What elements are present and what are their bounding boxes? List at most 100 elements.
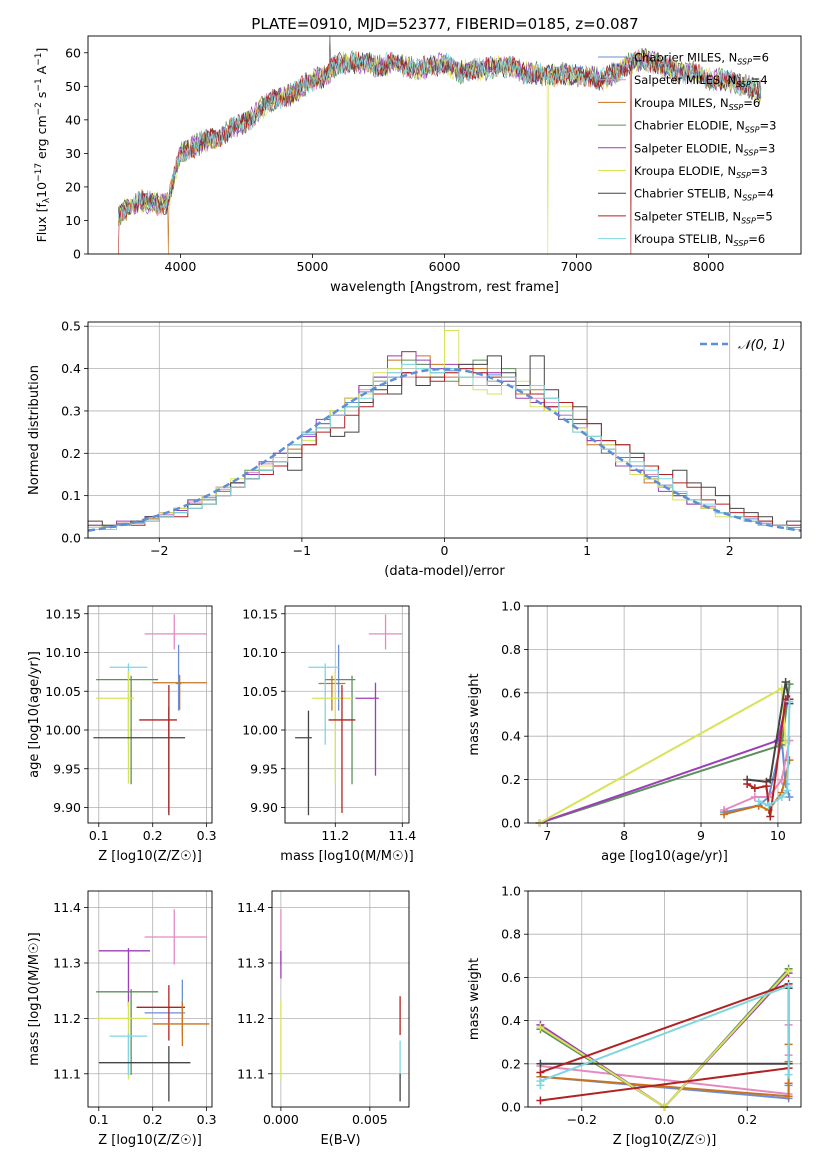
x-tick-label: 0.1	[89, 1112, 109, 1127]
x-axis-label: E(B-V)	[320, 1133, 360, 1148]
chart-spectrum: 4000 5000 6000 7000 8000 0 10 20 30 40 50 60 wavelen…	[34, 35, 802, 295]
weight-marker	[720, 810, 729, 819]
x-tick-label: 0.005	[352, 1112, 388, 1127]
y-tick-label: 0	[73, 247, 81, 262]
legend-label: 𝒩(0, 1)	[738, 338, 785, 353]
y-tick-label: 0.0	[501, 1100, 521, 1115]
weight-marker	[766, 775, 775, 784]
y-tick-label: 1.0	[501, 884, 521, 899]
chart-age-vs-mass: 11.2 11.4 9.90 9.95 10.00 10.05 10.10 10.15 mass…	[242, 605, 416, 864]
chart-mass-vs-Z: 0.1 0.2 0.3 11.1 11.2 11.3 11.4 Z [log10(Z/Z☉)]…	[27, 890, 217, 1148]
x-axis-label: mass [log10(M/M☉)]	[280, 849, 413, 864]
x-axis-label: (data-model)/error	[384, 564, 505, 579]
x-tick-label: 0.3	[197, 828, 217, 843]
y-tick-label: 10.05	[242, 684, 278, 699]
weight-marker	[536, 1077, 545, 1086]
x-tick-label: 2	[726, 543, 734, 558]
y-tick-label: 11.4	[237, 900, 265, 915]
plot-area	[280, 909, 401, 1102]
legend-label: Salpeter ELODIE, NSSP=3	[634, 141, 775, 157]
x-tick-label: 0	[441, 543, 449, 558]
legend-label: Chabrier ELODIE, NSSP=3	[634, 119, 776, 135]
y-axis-label: age [log10(age/yr)]	[27, 651, 42, 778]
weight-marker	[784, 1079, 793, 1088]
histogram-step	[87, 363, 801, 538]
weight-marker	[762, 782, 771, 791]
y-tick-label: 9.95	[250, 761, 278, 776]
axes-frame	[87, 605, 213, 824]
y-tick-label: 0.2	[61, 446, 81, 461]
x-tick-label: 0.2	[143, 1112, 163, 1127]
legend-label: Chabrier STELIB, NSSP=4	[634, 187, 774, 203]
plot-area	[87, 330, 802, 538]
weight-marker	[536, 1059, 545, 1068]
legend-label: Salpeter MILES, NSSP=4	[634, 73, 768, 89]
plot-area	[118, 35, 762, 255]
y-axis-label: mass weight	[467, 673, 482, 755]
x-axis-label: Z [log10(Z/Z☉)]	[98, 1133, 202, 1148]
y-tick-label: 0.8	[501, 927, 521, 942]
x-tick-label: 11.4	[388, 828, 416, 843]
weight-marker	[777, 792, 786, 801]
x-tick-label: 1	[583, 543, 591, 558]
weight-marker	[764, 801, 773, 810]
y-tick-label: 11.2	[237, 1011, 265, 1026]
y-tick-label: 0.6	[501, 685, 521, 700]
x-tick-label: 10	[770, 828, 786, 843]
legend-label: Chabrier MILES, NSSP=6	[634, 51, 769, 67]
axes-frame	[271, 890, 410, 1108]
y-tick-label: 0.1	[61, 488, 81, 503]
chart-residuals: −2 −1 0 1 2 0.0 0.1 0.2 0.3 0.4 0.5 (data-model)/er…	[27, 319, 802, 579]
x-tick-label: 0.000	[263, 1112, 299, 1127]
grid	[272, 891, 409, 1107]
y-axis-label: Flux [fλ​10−17​ erg cm−2​ s−1​ A−1​]	[34, 48, 52, 243]
y-axis-label: mass weight	[467, 958, 482, 1040]
y-tick-label: 10.05	[45, 684, 81, 699]
x-tick-label: 5000	[297, 259, 329, 274]
axes-frame	[87, 321, 802, 539]
normal-curve	[87, 367, 802, 532]
y-tick-label: 0.2	[501, 772, 521, 787]
y-tick-label: 30	[65, 146, 81, 161]
chart-weight-vs-Z: −0.2 0.0 0.2 0.0 0.2 0.4 0.6 0.8 1.0 Z [log10(Z/Z…	[467, 884, 802, 1148]
y-tick-label: 0.4	[501, 1013, 521, 1028]
y-tick-label: 0.4	[501, 729, 521, 744]
y-tick-label: 10.00	[45, 723, 81, 738]
y-axis-label: mass [log10(M/M☉)]	[27, 932, 42, 1065]
x-axis-label: Z [log10(Z/Z☉)]	[98, 849, 202, 864]
y-axis-label: Normed distribution	[27, 365, 42, 495]
y-tick-label: 9.90	[53, 800, 81, 815]
x-tick-label: 8	[620, 828, 628, 843]
y-tick-label: 1.0	[501, 599, 521, 614]
plot-area	[535, 677, 794, 827]
x-tick-label: −2	[150, 543, 168, 558]
x-tick-label: 0.3	[197, 1112, 217, 1127]
plot-area	[295, 614, 403, 816]
y-tick-label: 10.15	[45, 606, 81, 621]
weight-marker	[750, 792, 759, 801]
x-tick-label: 9	[697, 828, 705, 843]
legend: 𝒩(0, 1)	[700, 338, 785, 353]
weight-marker	[784, 1092, 793, 1101]
axes-frame	[527, 890, 802, 1108]
grid	[88, 891, 212, 1107]
y-tick-label: 0.6	[501, 970, 521, 985]
weight-marker	[743, 779, 752, 788]
weight-marker	[784, 982, 793, 991]
weight-marker	[536, 1068, 545, 1077]
x-tick-label: 8000	[693, 259, 725, 274]
y-tick-label: 10	[65, 213, 81, 228]
y-tick-label: 11.1	[237, 1066, 265, 1081]
legend-label: Kroupa ELODIE, NSSP=3	[634, 164, 768, 180]
grid	[285, 606, 409, 823]
y-tick-label: 10.15	[242, 606, 278, 621]
spectrum-line	[118, 51, 762, 222]
y-tick-label: 0.3	[61, 403, 81, 418]
chart-mass-vs-ebv: 0.000 0.005 11.1 11.2 11.3 11.4 E(B-V)	[237, 890, 410, 1148]
weight-marker	[785, 697, 794, 706]
chart-age-vs-Z: 0.1 0.2 0.3 9.90 9.95 10.00 10.05 10.10 10.15 Z […	[27, 605, 217, 864]
weight-marker	[785, 792, 794, 801]
legend-label: Salpeter STELIB, NSSP=5	[634, 209, 773, 225]
figure-title: PLATE=0910, MJD=52377, FIBERID=0185, z=0…	[251, 15, 638, 33]
x-tick-label: 11.2	[321, 828, 349, 843]
